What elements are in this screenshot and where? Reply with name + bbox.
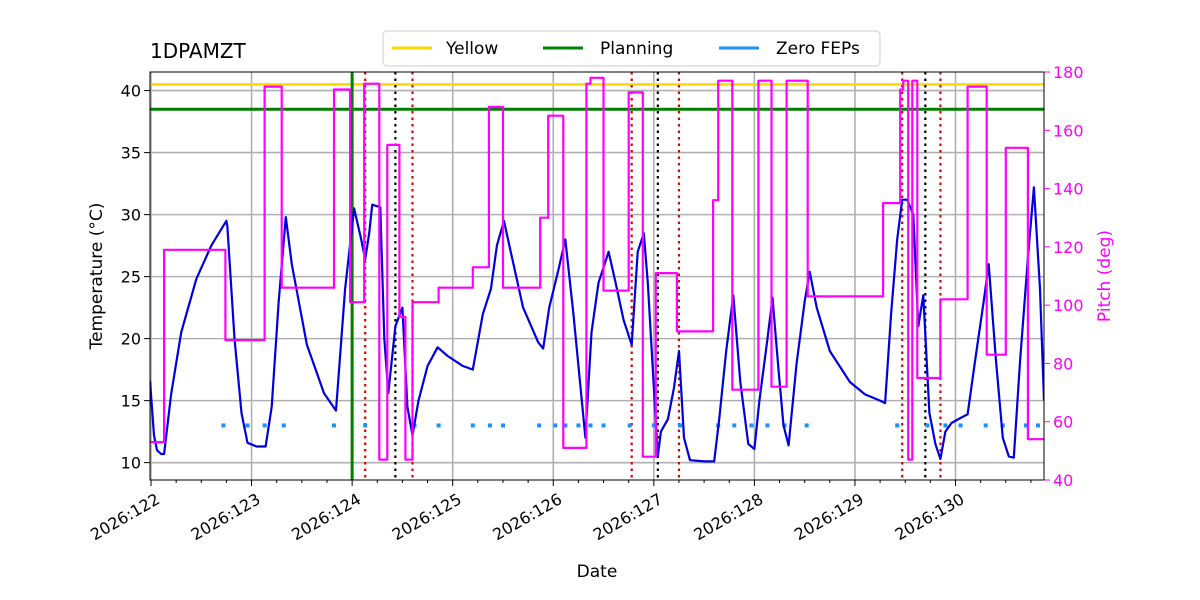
legend-box [382,30,881,67]
y-tick-label: 40 [121,82,141,101]
y-tick-label: 30 [121,206,141,225]
x-axis-label: Date [577,562,618,582]
y2-tick-label: 140 [1053,180,1084,199]
zero-fep-point [281,423,286,428]
zero-fep-point [363,423,368,428]
zero-fep-point [943,423,948,428]
y-tick-label: 15 [121,392,141,411]
zero-fep-point [1035,423,1040,428]
legend-label-yellow: Yellow [445,39,498,59]
pitch-series-line [150,76,1044,461]
zero-fep-point [732,423,737,428]
y2-tick-label: 160 [1053,121,1084,140]
zero-fep-point [262,423,267,428]
zero-fep-point [983,423,988,428]
y-tick-label: 25 [121,268,141,287]
y2-tick-label: 120 [1053,238,1084,257]
zero-fep-point [563,423,568,428]
zero-fep-point [677,423,682,428]
legend: Yellow Planning Zero FEPs [382,30,881,67]
y2-axis-label: Pitch (deg) [1095,230,1115,322]
y2-tick-label: 180 [1053,63,1084,82]
y2-tick-label: 60 [1053,413,1073,432]
zero-fep-point [804,423,809,428]
y-tick-label: 35 [121,144,141,163]
zero-fep-point [553,423,558,428]
zero-fep-point [500,423,505,428]
zero-fep-point [651,423,656,428]
y-tick-label: 10 [121,454,141,473]
y2-tick-label: 80 [1053,354,1073,373]
plot-data [150,72,1044,480]
zero-fep-point [925,423,930,428]
y-tick-label: 20 [121,330,141,349]
zero-fep-point [470,423,475,428]
chart-title: 1DPAMZT [150,39,247,63]
y2-tick-label: 100 [1053,296,1084,315]
zero-fep-point [332,423,337,428]
zero-fep-point [537,423,542,428]
y-axis-label: Temperature (°C) [87,203,107,351]
zero-fep-point [749,423,754,428]
y2-tick-label: 40 [1053,471,1073,490]
zero-fep-point [601,423,606,428]
legend-label-zero-feps: Zero FEPs [776,39,860,59]
zero-fep-point [627,423,632,428]
zero-fep-point [958,423,963,428]
zero-fep-point [221,423,226,428]
zero-fep-point [245,423,250,428]
zero-fep-point [588,423,593,428]
temperature-series-line [150,186,1044,463]
zero-fep-point [436,423,441,428]
legend-label-planning: Planning [600,39,673,59]
zero-fep-point [487,423,492,428]
zero-fep-point [576,423,581,428]
zero-fep-point [895,423,900,428]
zero-fep-point [1023,423,1028,428]
zero-fep-point [765,423,770,428]
